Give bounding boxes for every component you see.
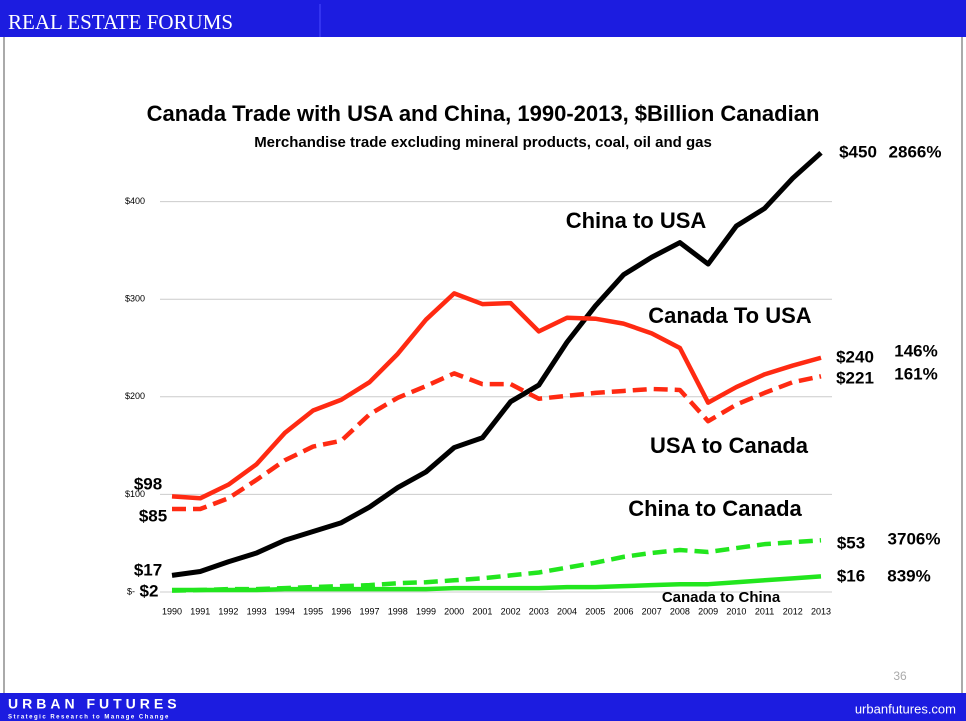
footer-url: urbanfutures.com	[855, 701, 956, 716]
x-tick-label: 2003	[529, 606, 549, 616]
y-tick-label: $100	[125, 489, 145, 499]
footer-band	[0, 693, 966, 721]
change-label: 161%	[894, 364, 937, 383]
series-line	[171, 291, 822, 501]
series-label: USA to Canada	[650, 433, 809, 458]
x-tick-label: 1990	[162, 606, 182, 616]
series-label: Canada to China	[662, 589, 781, 606]
change-label: 2866%	[889, 142, 942, 161]
change-label: 146%	[894, 341, 937, 360]
x-tick-label: 1997	[360, 606, 380, 616]
series-label: China to Canada	[628, 496, 802, 521]
series-label: China to USA	[566, 208, 707, 233]
footer-brand: URBAN FUTURES	[8, 696, 181, 712]
x-tick-label: 1996	[331, 606, 351, 616]
x-tick-label: 2012	[783, 606, 803, 616]
x-tick-label: 1992	[218, 606, 238, 616]
x-tick-label: 1994	[275, 606, 295, 616]
footer-tagline: Strategic Research to Manage Change	[8, 715, 170, 721]
y-tick-label: $400	[125, 196, 145, 206]
chart-title: Canada Trade with USA and China, 1990-20…	[147, 101, 820, 126]
series-label: Canada To USA	[648, 303, 812, 328]
end-label: $16	[837, 566, 865, 585]
x-tick-label: 1993	[247, 606, 267, 616]
x-tick-label: 2010	[726, 606, 746, 616]
page-number: 36	[893, 669, 907, 683]
x-tick-label: 2005	[585, 606, 605, 616]
x-tick-label: 2008	[670, 606, 690, 616]
x-tick-label: 2011	[755, 606, 774, 616]
x-tick-label: 2007	[642, 606, 662, 616]
change-label: 839%	[887, 566, 930, 585]
x-tick-label: 2013	[811, 606, 831, 616]
start-label: $2	[140, 581, 159, 600]
series-line	[172, 574, 822, 593]
x-tick-label: 2002	[501, 606, 521, 616]
x-tick-label: 2000	[444, 606, 464, 616]
series-line	[171, 150, 823, 578]
start-label: $17	[134, 560, 162, 579]
x-tick-label: 1991	[190, 606, 210, 616]
header-band	[0, 0, 966, 37]
header-title: REAL ESTATE FORUMS	[8, 10, 233, 34]
end-label: $240	[836, 347, 874, 366]
y-tick-label: $300	[125, 294, 145, 304]
end-label: $450	[839, 142, 877, 161]
y-tick-label: $-	[127, 586, 135, 596]
x-tick-label: 2006	[613, 606, 633, 616]
x-tick-label: 1998	[388, 606, 408, 616]
change-label: 3706%	[888, 529, 941, 548]
start-label: $98	[134, 474, 162, 493]
x-tick-label: 2004	[557, 606, 577, 616]
y-tick-label: $200	[125, 391, 145, 401]
end-label: $53	[837, 533, 865, 552]
series-line	[172, 371, 822, 512]
x-tick-label: 2009	[698, 606, 718, 616]
x-tick-label: 1999	[416, 606, 436, 616]
end-label: $221	[836, 368, 874, 387]
start-label: $85	[139, 506, 167, 525]
x-tick-label: 1995	[303, 606, 323, 616]
x-tick-label: 2001	[472, 606, 492, 616]
chart-subtitle: Merchandise trade excluding mineral prod…	[254, 134, 712, 151]
